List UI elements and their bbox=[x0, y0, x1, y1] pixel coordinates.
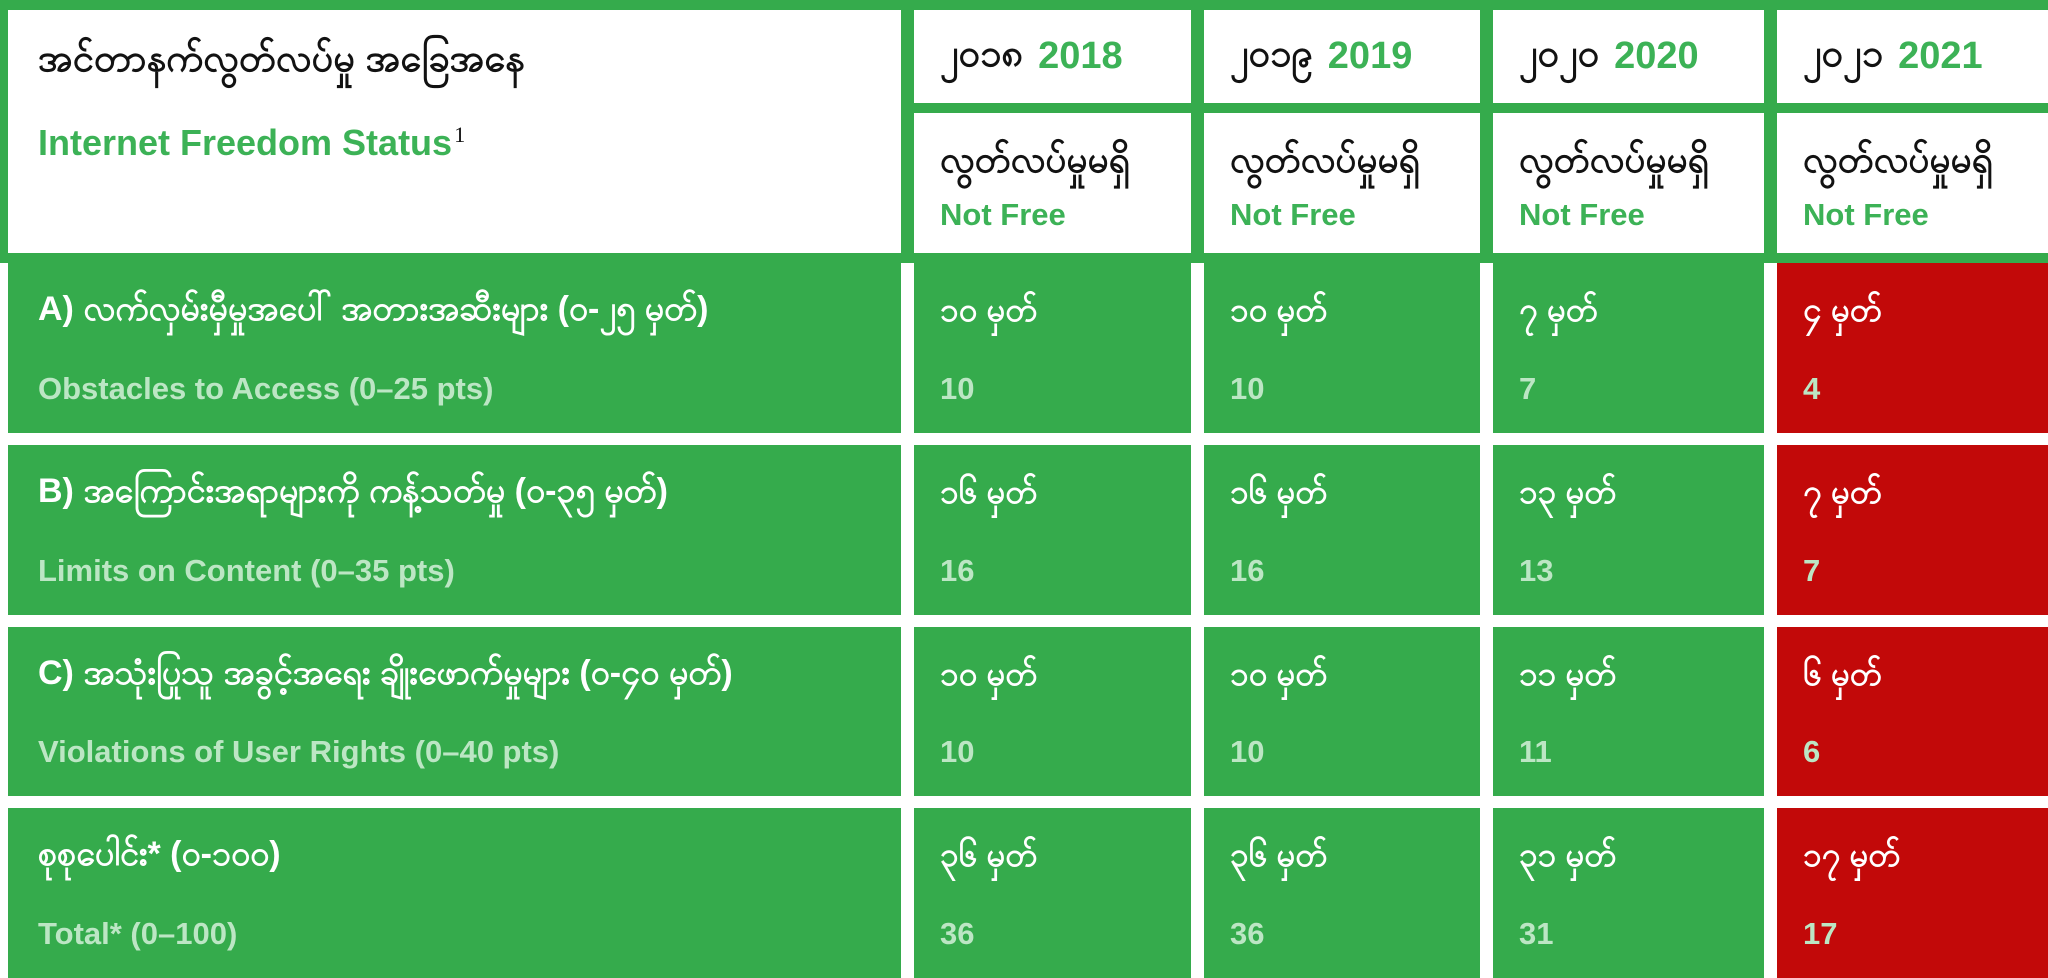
score-value: 10 bbox=[1230, 370, 1265, 406]
score-value: 36 bbox=[940, 916, 975, 951]
row-label-cell: B) အကြောင်းအရာများကို ကန့်သတ်မှု (၀-၃၅ မ… bbox=[8, 444, 901, 615]
row-label-cell: C) အသုံးပြုသူ အခွင့်အရေး ချိုးဖောက်မှုမျ… bbox=[8, 626, 901, 797]
year-header-2020: ၂၀၂၀ 2020 bbox=[1493, 10, 1764, 103]
status-header-2020: လွတ်လပ်မှုမရှိ Not Free bbox=[1493, 113, 1764, 253]
score-cell-2019: ၃၆ မှတ် 36 bbox=[1204, 808, 1480, 978]
score-cell-2018: ၃၆ မှတ် 36 bbox=[914, 808, 1191, 978]
score-burmese: ၃၆ မှတ် bbox=[1230, 836, 1328, 874]
status-english: Not Free bbox=[1803, 197, 1929, 232]
score-burmese: ၇ မှတ် bbox=[1519, 291, 1598, 328]
score-value: 4 bbox=[1803, 370, 1821, 406]
score-value: 17 bbox=[1803, 916, 1838, 951]
table-row-violations-of-user-rights: C) အသုံးပြုသူ အခွင့်အရေး ချိုးဖောက်မှုမျ… bbox=[8, 626, 2048, 797]
score-burmese: ၆ မှတ် bbox=[1803, 654, 1882, 692]
score-value: 16 bbox=[940, 552, 975, 588]
status-english: Not Free bbox=[940, 197, 1066, 232]
score-value: 10 bbox=[940, 370, 975, 406]
row-label-cell: A) လက်လှမ်းမှီမှုအပေါ် အတားအဆီးများ (၀-၂… bbox=[8, 263, 901, 433]
score-cell-2019: ၁၀ မှတ် 10 bbox=[1204, 626, 1480, 797]
footnote-marker: 1 bbox=[454, 122, 466, 148]
score-burmese: ၃၁ မှတ် bbox=[1519, 836, 1617, 874]
score-burmese: ၁၃ မှတ် bbox=[1519, 472, 1617, 510]
score-value: 10 bbox=[1230, 734, 1265, 770]
status-english: Not Free bbox=[1230, 197, 1356, 232]
year-burmese: ၂၀၂၀ bbox=[1519, 32, 1600, 75]
table-body: A) လက်လှမ်းမှီမှုအပေါ် အတားအဆီးများ (၀-၂… bbox=[0, 263, 2048, 978]
score-value: 31 bbox=[1519, 916, 1554, 951]
score-cell-2019: ၁၆ မှတ် 16 bbox=[1204, 444, 1480, 615]
status-header-2018: လွတ်လပ်မှုမရှိ Not Free bbox=[914, 113, 1191, 253]
year-english: 2019 bbox=[1327, 35, 1413, 77]
score-burmese: ၁၀ မှတ် bbox=[1230, 654, 1328, 692]
status-burmese: လွတ်လပ်မှုမရှိ bbox=[1803, 139, 1994, 180]
score-cell-2021: ၆ မှတ် 6 bbox=[1777, 626, 2048, 797]
score-burmese: ၁၇ မှတ် bbox=[1803, 836, 1901, 874]
score-burmese: ၄ မှတ် bbox=[1803, 291, 1882, 328]
score-cell-2019: ၁၀ မှတ် 10 bbox=[1204, 263, 1480, 433]
status-burmese: လွတ်လပ်မှုမရှိ bbox=[940, 139, 1131, 180]
year-english: 2018 bbox=[1038, 35, 1123, 77]
score-burmese: ၁၀ မှတ် bbox=[940, 654, 1038, 692]
score-value: 13 bbox=[1519, 552, 1554, 588]
year-english: 2020 bbox=[1614, 35, 1699, 77]
score-cell-2020: ၇ မှတ် 7 bbox=[1493, 263, 1764, 433]
row-label-english: Limits on Content (0–35 pts) bbox=[38, 552, 455, 588]
year-burmese: ၂၀၁၈ bbox=[940, 32, 1024, 75]
score-value: 10 bbox=[940, 734, 975, 770]
score-burmese: ၁၆ မှတ် bbox=[1230, 472, 1328, 510]
year-burmese: ၂၀၂၁ bbox=[1803, 32, 1884, 75]
score-value: 36 bbox=[1230, 916, 1265, 951]
row-label-burmese: B) အကြောင်းအရာများကို ကန့်သတ်မှု (၀-၃၅ မ… bbox=[38, 471, 668, 510]
row-label-cell: စုစုပေါင်း* (၀-၁၀၀) Total* (0–100) bbox=[8, 808, 901, 978]
score-burmese: ၃၆ မှတ် bbox=[940, 836, 1038, 874]
year-english: 2021 bbox=[1898, 35, 1983, 77]
table-header: အင်တာနက်လွတ်လပ်မှု အခြေအနေ Internet Free… bbox=[0, 0, 2048, 263]
table-title-burmese: အင်တာနက်လွတ်လပ်မှု အခြေအနေ bbox=[38, 38, 525, 80]
score-cell-2020: ၁၁ မှတ် 11 bbox=[1493, 626, 1764, 797]
status-burmese: လွတ်လပ်မှုမရှိ bbox=[1519, 139, 1710, 180]
score-value: 16 bbox=[1230, 552, 1265, 588]
score-burmese: ၁၆ မှတ် bbox=[940, 472, 1038, 510]
score-cell-2018: ၁၀ မှတ် 10 bbox=[914, 263, 1191, 433]
row-label-burmese: A) လက်လှမ်းမှီမှုအပေါ် အတားအဆီးများ (၀-၂… bbox=[38, 290, 709, 328]
table-row-obstacles-to-access: A) လက်လှမ်းမှီမှုအပေါ် အတားအဆီးများ (၀-၂… bbox=[8, 263, 2048, 433]
year-burmese: ၂၀၁၉ bbox=[1230, 32, 1313, 75]
score-cell-2021: ၁၇ မှတ် 17 bbox=[1777, 808, 2048, 978]
table-title-english: Internet Freedom Status1 bbox=[38, 122, 877, 164]
row-label-burmese: C) အသုံးပြုသူ အခွင့်အရေး ချိုးဖောက်မှုမျ… bbox=[38, 653, 733, 692]
row-label-english: Violations of User Rights (0–40 pts) bbox=[38, 734, 560, 770]
score-value: 7 bbox=[1519, 370, 1537, 406]
status-header-2021: လွတ်လပ်မှုမရှိ Not Free bbox=[1777, 113, 2048, 253]
row-label-english: Total* (0–100) bbox=[38, 916, 238, 951]
score-cell-2020: ၃၁ မှတ် 31 bbox=[1493, 808, 1764, 978]
table-title-english-text: Internet Freedom Status bbox=[38, 121, 453, 163]
row-label-burmese: စုစုပေါင်း* (၀-၁၀၀) bbox=[38, 835, 281, 874]
status-header-2019: လွတ်လပ်မှုမရှိ Not Free bbox=[1204, 113, 1480, 253]
score-cell-2018: ၁၀ မှတ် 10 bbox=[914, 626, 1191, 797]
score-value: 6 bbox=[1803, 734, 1821, 770]
score-cell-2018: ၁၆ မှတ် 16 bbox=[914, 444, 1191, 615]
score-value: 7 bbox=[1803, 552, 1821, 588]
status-english: Not Free bbox=[1519, 197, 1645, 232]
score-burmese: ၁၀ မှတ် bbox=[1230, 291, 1328, 328]
year-header-2021: ၂၀၂၁ 2021 bbox=[1777, 10, 2048, 103]
header-title-cell: အင်တာနက်လွတ်လပ်မှု အခြေအနေ Internet Free… bbox=[8, 10, 901, 253]
table-row-total: စုစုပေါင်း* (၀-၁၀၀) Total* (0–100) ၃၆ မှ… bbox=[8, 808, 2048, 978]
score-burmese: ၇ မှတ် bbox=[1803, 472, 1882, 510]
score-burmese: ၁၀ မှတ် bbox=[940, 291, 1038, 328]
row-label-english: Obstacles to Access (0–25 pts) bbox=[38, 370, 494, 406]
score-cell-2020: ၁၃ မှတ် 13 bbox=[1493, 444, 1764, 615]
score-burmese: ၁၁ မှတ် bbox=[1519, 654, 1617, 692]
status-burmese: လွတ်လပ်မှုမရှိ bbox=[1230, 139, 1421, 180]
score-value: 11 bbox=[1519, 734, 1552, 770]
year-header-2018: ၂၀၁၈ 2018 bbox=[914, 10, 1191, 103]
table-row-limits-on-content: B) အကြောင်းအရာများကို ကန့်သတ်မှု (၀-၃၅ မ… bbox=[8, 444, 2048, 615]
year-header-2019: ၂၀၁၉ 2019 bbox=[1204, 10, 1480, 103]
score-cell-2021: ၇ မှတ် 7 bbox=[1777, 444, 2048, 615]
score-cell-2021: ၄ မှတ် 4 bbox=[1777, 263, 2048, 433]
